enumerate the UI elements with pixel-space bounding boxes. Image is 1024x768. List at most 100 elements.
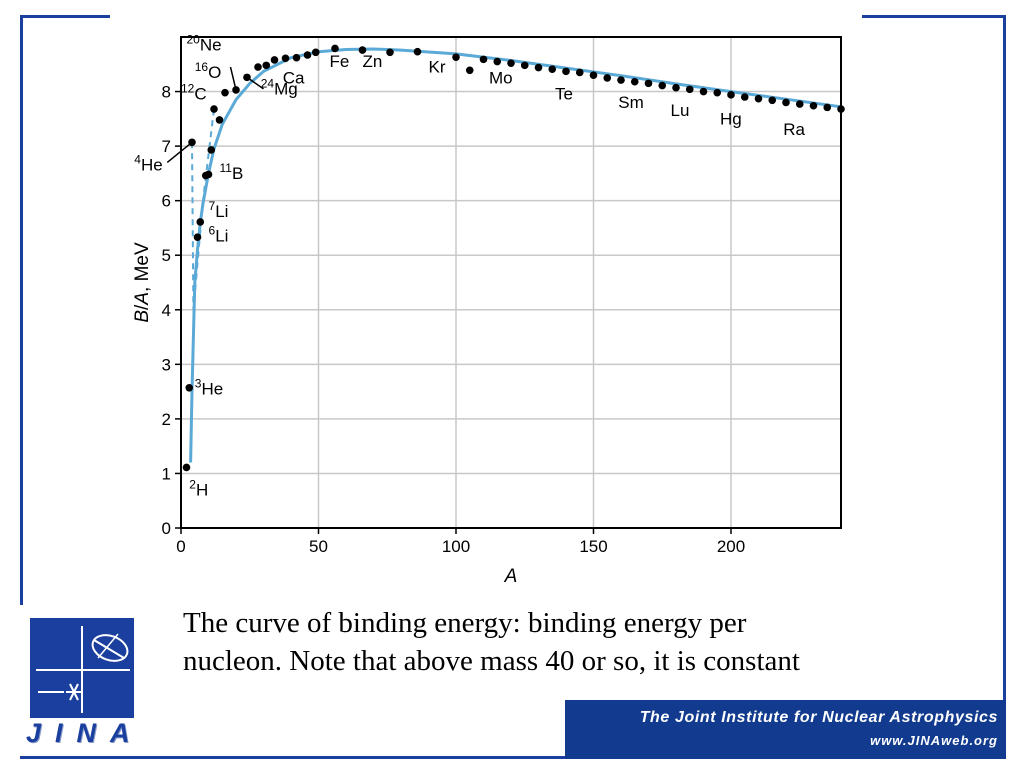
data-point	[270, 56, 279, 64]
data-point	[254, 63, 262, 71]
isotope-label: 4He	[134, 153, 162, 175]
data-point	[262, 61, 271, 70]
isotope-label: 6Li	[209, 224, 229, 246]
y-tick-label: 8	[162, 83, 171, 102]
data-point	[196, 218, 205, 226]
data-point	[215, 116, 224, 124]
data-point	[207, 146, 216, 154]
x-tick-label: 100	[442, 537, 470, 556]
data-point	[768, 96, 777, 105]
frame-bottom-rule	[20, 756, 1006, 759]
jina-logo-text: JINA	[26, 718, 144, 748]
data-point	[465, 66, 474, 75]
data-point	[182, 463, 191, 472]
data-point	[452, 53, 460, 61]
frame-top-right-rule	[862, 15, 1006, 18]
x-tick-label: 150	[579, 537, 607, 556]
data-point	[644, 79, 653, 88]
data-point	[658, 81, 667, 90]
data-point	[534, 63, 543, 72]
data-point	[281, 54, 290, 63]
y-tick-label: 1	[162, 464, 171, 483]
data-point	[221, 88, 229, 97]
y-tick-label: 3	[162, 355, 171, 374]
isotope-label: Te	[555, 85, 573, 104]
x-tick-label: 50	[309, 537, 328, 556]
data-point	[188, 138, 196, 147]
banner-title: The Joint Institute for Nuclear Astrophy…	[639, 709, 998, 726]
data-point	[589, 71, 598, 79]
data-point	[782, 98, 790, 107]
y-tick-label: 6	[162, 192, 171, 211]
chart-axis-ticks: 0 50 100 150 200 0 1 2 3 4 5 6 7 8	[162, 83, 746, 556]
caption-line-2: nucleon. Note that above mass 40 or so, …	[183, 645, 800, 677]
institute-banner: The Joint Institute for Nuclear Astrophy…	[565, 700, 1006, 759]
label-pointer-line	[229, 66, 237, 91]
data-point	[685, 85, 694, 94]
data-point	[575, 68, 584, 77]
y-tick-label: 0	[162, 519, 171, 538]
x-axis-label: A	[504, 566, 518, 587]
isotope-label: Mo	[489, 68, 513, 87]
frame-top-left-rule	[20, 15, 110, 18]
data-point	[311, 48, 320, 57]
label-pointer-line	[166, 141, 193, 164]
isotope-label: Zn	[363, 52, 383, 71]
plot-border	[180, 36, 842, 529]
data-point	[413, 47, 422, 56]
binding-energy-curve	[189, 47, 842, 463]
data-point	[548, 65, 557, 73]
data-point	[193, 233, 202, 242]
data-point	[303, 51, 312, 59]
chart-curves	[189, 47, 842, 463]
isotope-label: Lu	[671, 101, 690, 120]
data-point	[603, 74, 612, 82]
isotope-label: Hg	[720, 109, 742, 128]
data-point	[727, 91, 735, 99]
data-point	[386, 48, 394, 57]
data-point	[493, 57, 502, 66]
jina-emblem-icon	[36, 626, 130, 713]
isotope-label: Kr	[429, 57, 446, 76]
data-point	[243, 73, 251, 82]
isotope-label: 11B	[220, 161, 244, 183]
isotope-label: 3He	[195, 376, 223, 398]
slide-caption: The curve of binding energy: binding ene…	[183, 604, 943, 680]
y-tick-label: 4	[162, 301, 171, 320]
data-point	[479, 55, 488, 64]
isotope-label: Ra	[783, 120, 805, 139]
data-point	[507, 59, 515, 67]
chart-points	[182, 44, 845, 472]
data-point	[562, 67, 570, 76]
isotope-label: 16O	[195, 60, 222, 82]
isotope-label: Fe	[330, 52, 350, 71]
data-point	[204, 170, 213, 179]
chart-grid	[181, 37, 841, 528]
data-point	[210, 105, 218, 113]
frame-right-rule	[1003, 15, 1006, 759]
data-point	[699, 87, 708, 96]
banner-url[interactable]: www.JINAweb.org	[870, 733, 998, 748]
data-point	[185, 383, 194, 392]
data-point	[630, 77, 639, 86]
y-axis-label: B/A, MeV	[132, 242, 153, 323]
data-point	[617, 76, 625, 84]
data-point	[740, 93, 749, 101]
data-point	[823, 103, 832, 112]
data-point	[292, 53, 301, 62]
x-tick-label: 200	[717, 537, 745, 556]
data-point	[331, 44, 339, 53]
y-tick-label: 2	[162, 410, 171, 429]
data-point	[672, 83, 680, 92]
data-point	[520, 61, 529, 70]
data-point	[232, 86, 240, 94]
data-point	[809, 101, 818, 110]
data-point	[358, 46, 367, 54]
isotope-label: 20Ne	[187, 33, 222, 55]
caption-line-1: The curve of binding energy: binding ene…	[183, 607, 747, 639]
isotope-label: 24Mg	[261, 76, 298, 98]
isotope-label: Sm	[618, 93, 644, 112]
data-point	[795, 100, 804, 108]
